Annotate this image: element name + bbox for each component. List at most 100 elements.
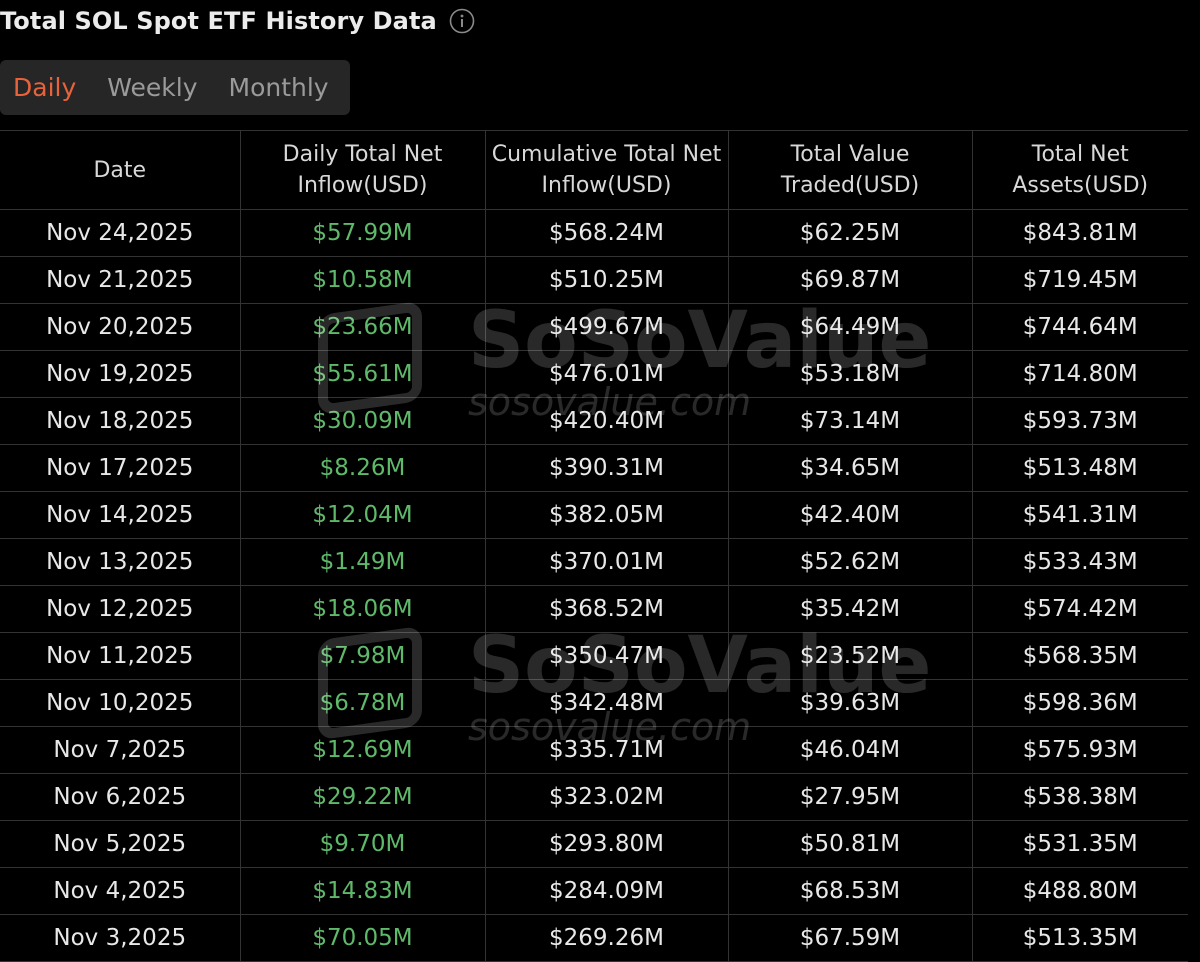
cell-cumulative-net-inflow: $335.71M <box>484 726 728 774</box>
cell-daily-net-inflow: $23.66M <box>239 303 485 351</box>
cell-value-traded: $53.18M <box>727 350 972 398</box>
cell-date: Nov 17,2025 <box>0 444 240 492</box>
period-tabs: Daily Weekly Monthly <box>0 60 350 115</box>
table-header-row: Date Daily Total Net Inflow(USD) Cumulati… <box>0 130 1188 210</box>
cell-net-assets: $714.80M <box>971 350 1188 398</box>
cell-date: Nov 5,2025 <box>0 820 240 868</box>
table-row[interactable]: Nov 14,2025 $12.04M $382.05M $42.40M $541.31… <box>0 491 1188 539</box>
cell-daily-net-inflow: $12.04M <box>239 491 485 539</box>
cell-cumulative-net-inflow: $269.26M <box>484 914 728 962</box>
cell-date: Nov 6,2025 <box>0 773 240 821</box>
table-row[interactable]: Nov 4,2025 $14.83M $284.09M $68.53M $488.80M <box>0 867 1188 915</box>
cell-net-assets: $513.48M <box>971 444 1188 492</box>
cell-daily-net-inflow: $1.49M <box>239 538 485 586</box>
column-header-net-assets[interactable]: Total Net Assets(USD) <box>971 130 1188 210</box>
cell-value-traded: $67.59M <box>727 914 972 962</box>
table-row[interactable]: Nov 6,2025 $29.22M $323.02M $27.95M $538.38M <box>0 773 1188 821</box>
cell-value-traded: $35.42M <box>727 585 972 633</box>
cell-value-traded: $73.14M <box>727 397 972 445</box>
cell-net-assets: $533.43M <box>971 538 1188 586</box>
cell-net-assets: $593.73M <box>971 397 1188 445</box>
table-row[interactable]: Nov 11,2025 $7.98M $350.47M $23.52M $568.35M <box>0 632 1188 680</box>
cell-daily-net-inflow: $70.05M <box>239 914 485 962</box>
cell-daily-net-inflow: $10.58M <box>239 256 485 304</box>
cell-date: Nov 10,2025 <box>0 679 240 727</box>
page-title: Total SOL Spot ETF History Data <box>0 7 437 35</box>
cell-cumulative-net-inflow: $420.40M <box>484 397 728 445</box>
tab-daily[interactable]: Daily <box>13 73 77 102</box>
table-row[interactable]: Nov 17,2025 $8.26M $390.31M $34.65M $513.48M <box>0 444 1188 492</box>
cell-daily-net-inflow: $9.70M <box>239 820 485 868</box>
cell-date: Nov 21,2025 <box>0 256 240 304</box>
cell-cumulative-net-inflow: $323.02M <box>484 773 728 821</box>
cell-date: Nov 20,2025 <box>0 303 240 351</box>
cell-cumulative-net-inflow: $510.25M <box>484 256 728 304</box>
cell-date: Nov 18,2025 <box>0 397 240 445</box>
cell-daily-net-inflow: $8.26M <box>239 444 485 492</box>
cell-date: Nov 14,2025 <box>0 491 240 539</box>
cell-value-traded: $23.52M <box>727 632 972 680</box>
cell-cumulative-net-inflow: $476.01M <box>484 350 728 398</box>
column-header-value-traded[interactable]: Total Value Traded(USD) <box>727 130 972 210</box>
cell-cumulative-net-inflow: $499.67M <box>484 303 728 351</box>
cell-net-assets: $531.35M <box>971 820 1188 868</box>
cell-value-traded: $34.65M <box>727 444 972 492</box>
cell-date: Nov 13,2025 <box>0 538 240 586</box>
table-row[interactable]: Nov 10,2025 $6.78M $342.48M $39.63M $598.36M <box>0 679 1188 727</box>
cell-cumulative-net-inflow: $293.80M <box>484 820 728 868</box>
cell-net-assets: $541.31M <box>971 491 1188 539</box>
table-row[interactable]: Nov 3,2025 $70.05M $269.26M $67.59M $513.35M <box>0 914 1188 962</box>
cell-daily-net-inflow: $6.78M <box>239 679 485 727</box>
tab-weekly[interactable]: Weekly <box>107 73 198 102</box>
column-header-daily-net-inflow[interactable]: Daily Total Net Inflow(USD) <box>239 130 485 210</box>
cell-net-assets: $719.45M <box>971 256 1188 304</box>
cell-date: Nov 19,2025 <box>0 350 240 398</box>
column-header-date[interactable]: Date <box>0 130 240 210</box>
cell-date: Nov 4,2025 <box>0 867 240 915</box>
cell-cumulative-net-inflow: $350.47M <box>484 632 728 680</box>
table-row[interactable]: Nov 21,2025 $10.58M $510.25M $69.87M $719.45… <box>0 256 1188 304</box>
info-circle-icon[interactable] <box>449 8 475 34</box>
cell-cumulative-net-inflow: $390.31M <box>484 444 728 492</box>
cell-value-traded: $64.49M <box>727 303 972 351</box>
cell-value-traded: $50.81M <box>727 820 972 868</box>
table-row[interactable]: Nov 13,2025 $1.49M $370.01M $52.62M $533.43M <box>0 538 1188 586</box>
cell-value-traded: $46.04M <box>727 726 972 774</box>
cell-net-assets: $488.80M <box>971 867 1188 915</box>
cell-net-assets: $513.35M <box>971 914 1188 962</box>
cell-daily-net-inflow: $7.98M <box>239 632 485 680</box>
cell-date: Nov 11,2025 <box>0 632 240 680</box>
cell-date: Nov 12,2025 <box>0 585 240 633</box>
cell-value-traded: $42.40M <box>727 491 972 539</box>
cell-daily-net-inflow: $55.61M <box>239 350 485 398</box>
cell-daily-net-inflow: $18.06M <box>239 585 485 633</box>
cell-date: Nov 24,2025 <box>0 209 240 257</box>
cell-net-assets: $574.42M <box>971 585 1188 633</box>
cell-cumulative-net-inflow: $568.24M <box>484 209 728 257</box>
page-header: Total SOL Spot ETF History Data <box>0 4 475 38</box>
cell-daily-net-inflow: $30.09M <box>239 397 485 445</box>
cell-daily-net-inflow: $12.69M <box>239 726 485 774</box>
cell-daily-net-inflow: $14.83M <box>239 867 485 915</box>
cell-net-assets: $568.35M <box>971 632 1188 680</box>
table-row[interactable]: Nov 20,2025 $23.66M $499.67M $64.49M $744.64… <box>0 303 1188 351</box>
cell-cumulative-net-inflow: $368.52M <box>484 585 728 633</box>
cell-date: Nov 3,2025 <box>0 914 240 962</box>
table-row[interactable]: Nov 5,2025 $9.70M $293.80M $50.81M $531.35M <box>0 820 1188 868</box>
etf-history-table: Date Daily Total Net Inflow(USD) Cumulati… <box>0 130 1188 962</box>
table-row[interactable]: Nov 7,2025 $12.69M $335.71M $46.04M $575.93M <box>0 726 1188 774</box>
table-row[interactable]: Nov 12,2025 $18.06M $368.52M $35.42M $574.42… <box>0 585 1188 633</box>
column-header-cumulative-net-inflow[interactable]: Cumulative Total Net Inflow(USD) <box>484 130 728 210</box>
cell-daily-net-inflow: $29.22M <box>239 773 485 821</box>
cell-net-assets: $598.36M <box>971 679 1188 727</box>
table-row[interactable]: Nov 18,2025 $30.09M $420.40M $73.14M $593.73… <box>0 397 1188 445</box>
cell-net-assets: $843.81M <box>971 209 1188 257</box>
cell-cumulative-net-inflow: $284.09M <box>484 867 728 915</box>
cell-daily-net-inflow: $57.99M <box>239 209 485 257</box>
tab-monthly[interactable]: Monthly <box>228 73 329 102</box>
table-row[interactable]: Nov 19,2025 $55.61M $476.01M $53.18M $714.80… <box>0 350 1188 398</box>
table-row[interactable]: Nov 24,2025 $57.99M $568.24M $62.25M $843.81… <box>0 209 1188 257</box>
cell-net-assets: $744.64M <box>971 303 1188 351</box>
cell-value-traded: $68.53M <box>727 867 972 915</box>
cell-value-traded: $52.62M <box>727 538 972 586</box>
